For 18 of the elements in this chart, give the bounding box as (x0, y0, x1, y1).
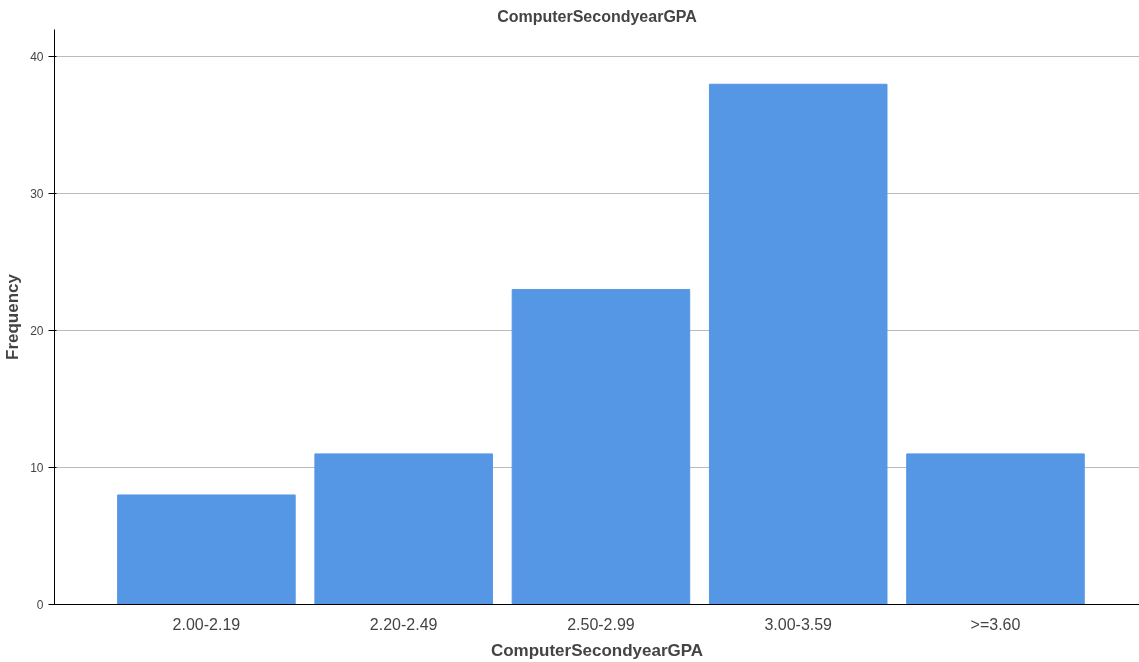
x-tick-label: 2.20-2.49 (369, 615, 438, 633)
y-tick-label: 0 (36, 598, 44, 612)
y-tick-label: 40 (30, 50, 44, 65)
bar (511, 289, 691, 605)
y-tick-label: 30 (30, 187, 44, 202)
bar (314, 453, 493, 605)
y-axis-title: Frequency (3, 273, 23, 360)
y-tick-label: 20 (30, 324, 44, 339)
x-axis-title: ComputerSecondyearGPA (490, 640, 704, 660)
bar (117, 494, 296, 605)
bar (906, 453, 1085, 605)
x-tick-label: >=3.60 (970, 615, 1021, 633)
bar (708, 83, 888, 605)
x-tick-label: 2.50-2.99 (567, 615, 635, 633)
y-tick-label: 10 (30, 461, 44, 476)
x-tick-label: 3.00-3.59 (764, 615, 833, 633)
chart-title: ComputerSecondyearGPA (497, 7, 698, 25)
x-tick-label: 2.00-2.19 (172, 615, 241, 633)
